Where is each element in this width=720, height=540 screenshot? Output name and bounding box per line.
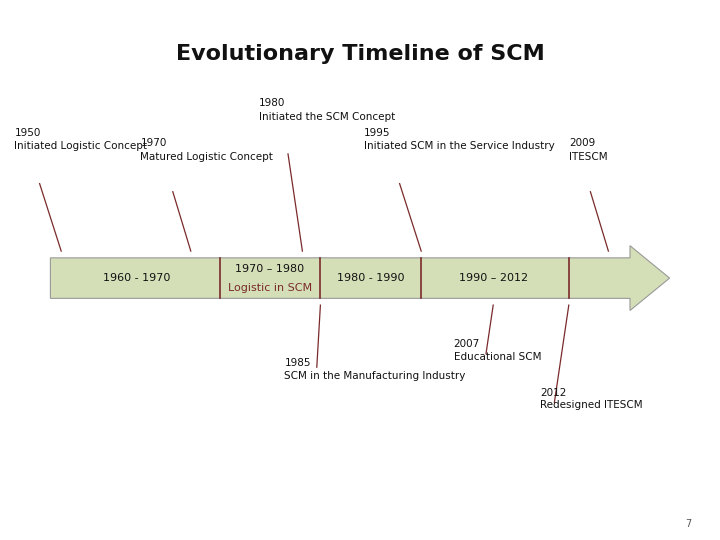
Text: Educational SCM: Educational SCM: [454, 352, 541, 362]
Text: 7: 7: [685, 519, 691, 529]
Text: Matured Logistic Concept: Matured Logistic Concept: [140, 152, 274, 162]
Text: 1980 - 1990: 1980 - 1990: [337, 273, 405, 283]
Text: 1980: 1980: [259, 98, 286, 108]
Text: Initiated Logistic Concept: Initiated Logistic Concept: [14, 141, 148, 151]
Text: Redesigned ITESCM: Redesigned ITESCM: [540, 400, 643, 410]
Text: 2007: 2007: [454, 339, 480, 349]
Text: 2009: 2009: [569, 138, 595, 149]
Text: Initiated SCM in the Service Industry: Initiated SCM in the Service Industry: [364, 141, 554, 151]
Text: 1960 - 1970: 1960 - 1970: [103, 273, 171, 283]
Text: 1985: 1985: [284, 358, 311, 368]
Text: 2012: 2012: [540, 388, 567, 398]
Text: ITESCM: ITESCM: [569, 152, 608, 162]
Text: 1970: 1970: [140, 138, 167, 149]
Text: SCM in the Manufacturing Industry: SCM in the Manufacturing Industry: [284, 370, 466, 381]
Text: Logistic in SCM: Logistic in SCM: [228, 283, 312, 293]
Text: 1995: 1995: [364, 127, 390, 138]
Text: Initiated the SCM Concept: Initiated the SCM Concept: [259, 111, 395, 122]
Text: 1990 – 2012: 1990 – 2012: [459, 273, 528, 283]
Text: Evolutionary Timeline of SCM: Evolutionary Timeline of SCM: [176, 44, 544, 64]
Text: 1970 – 1980: 1970 – 1980: [235, 265, 305, 274]
FancyArrow shape: [50, 246, 670, 310]
Text: 1950: 1950: [14, 127, 41, 138]
